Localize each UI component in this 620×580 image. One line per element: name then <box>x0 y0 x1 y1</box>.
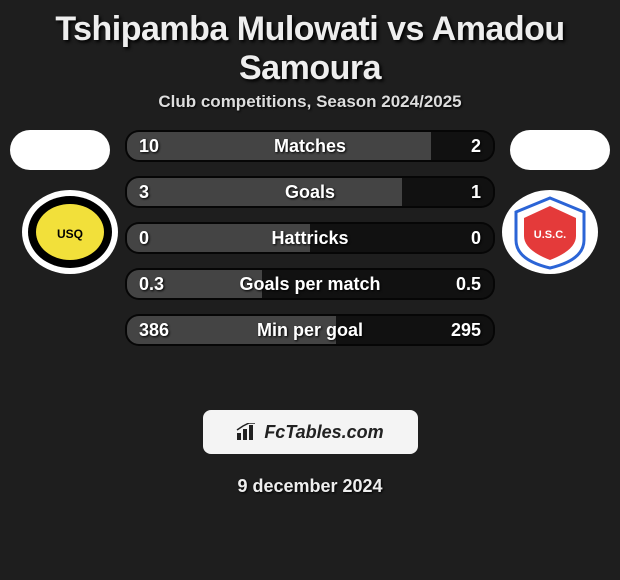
player-photo-left <box>10 130 110 170</box>
club-badge-right: U.S.C. <box>500 190 600 274</box>
page-title: Tshipamba Mulowati vs Amadou Samoura <box>0 0 620 92</box>
stat-label: Goals <box>127 178 493 206</box>
subtitle: Club competitions, Season 2024/2025 <box>0 92 620 112</box>
svg-text:U.S.C.: U.S.C. <box>534 229 566 241</box>
watermark-text: FcTables.com <box>264 422 383 443</box>
content-row: USQ U.S.C. 10Matches23Goals10Hattricks00… <box>0 130 620 390</box>
stat-value-right: 0.5 <box>456 270 481 298</box>
comparison-card: Tshipamba Mulowati vs Amadou Samoura Clu… <box>0 0 620 580</box>
svg-text:USQ: USQ <box>57 227 83 241</box>
club-badge-left: USQ <box>20 190 120 274</box>
watermark-badge: FcTables.com <box>203 410 418 454</box>
stat-label: Goals per match <box>127 270 493 298</box>
stat-value-right: 295 <box>451 316 481 344</box>
stat-row: 3Goals1 <box>125 176 495 208</box>
stat-row: 0.3Goals per match0.5 <box>125 268 495 300</box>
stat-value-right: 2 <box>471 132 481 160</box>
stat-value-right: 0 <box>471 224 481 252</box>
badge-right-icon: U.S.C. <box>500 190 600 274</box>
stats-table: 10Matches23Goals10Hattricks00.3Goals per… <box>125 130 495 346</box>
stat-row: 10Matches2 <box>125 130 495 162</box>
stat-label: Hattricks <box>127 224 493 252</box>
snapshot-date: 9 december 2024 <box>0 476 620 497</box>
stat-row: 386Min per goal295 <box>125 314 495 346</box>
stat-value-right: 1 <box>471 178 481 206</box>
bar-chart-icon <box>236 423 258 441</box>
stat-row: 0Hattricks0 <box>125 222 495 254</box>
player-photo-right <box>510 130 610 170</box>
stat-label: Matches <box>127 132 493 160</box>
stat-label: Min per goal <box>127 316 493 344</box>
badge-left-icon: USQ <box>20 190 120 274</box>
